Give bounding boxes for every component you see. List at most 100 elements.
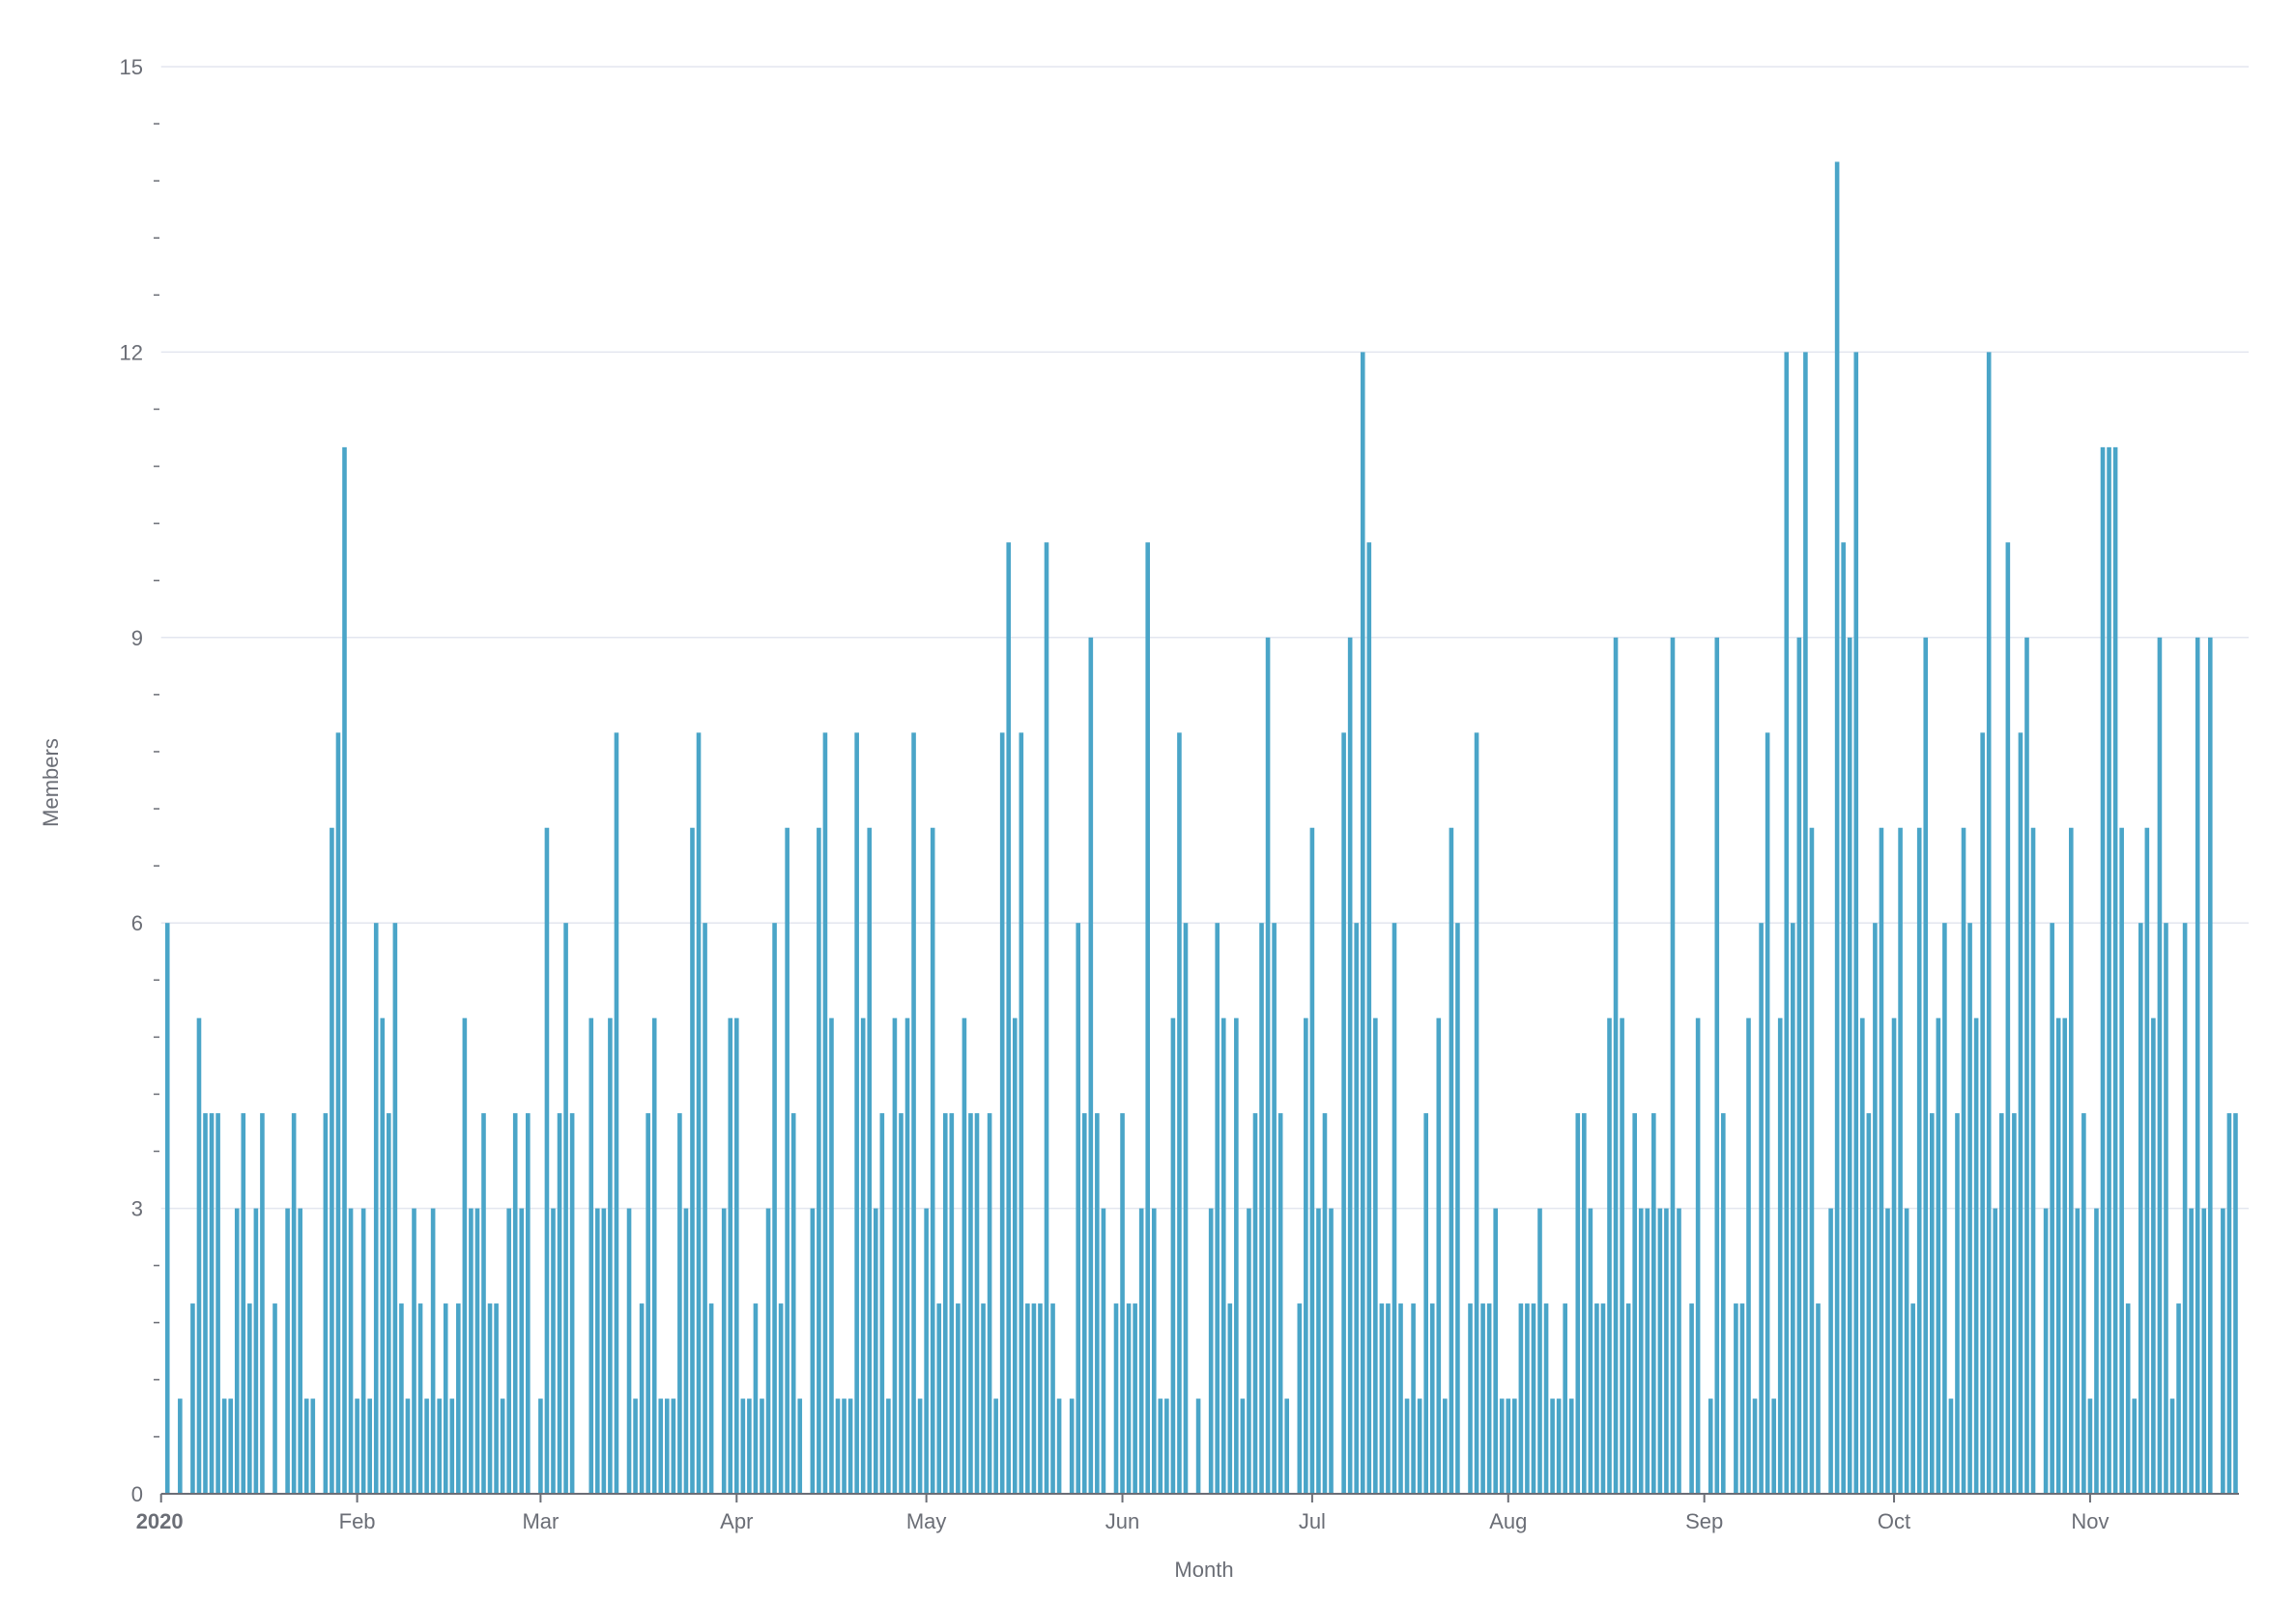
bar: [1531, 1303, 1536, 1494]
bar: [399, 1303, 404, 1494]
bar: [1879, 827, 1884, 1494]
bar: [1113, 1303, 1119, 1494]
bar: [1386, 1303, 1391, 1494]
bar: [2005, 542, 2011, 1494]
bar: [1828, 1208, 1833, 1494]
bar: [273, 1303, 277, 1494]
bar: [1714, 637, 1720, 1494]
bar: [1277, 1113, 1283, 1494]
bar: [1120, 1113, 1125, 1494]
bar: [1088, 637, 1094, 1494]
bar: [703, 923, 707, 1494]
bar: [1449, 827, 1454, 1494]
bar: [190, 1303, 195, 1494]
bar: [772, 923, 777, 1494]
bar: [1721, 1113, 1726, 1494]
bar: [348, 1208, 354, 1494]
bar: [1195, 1398, 1201, 1494]
bar: [696, 732, 702, 1494]
bar: [778, 1303, 784, 1494]
bar: [253, 1208, 259, 1494]
bar: [1777, 1017, 1783, 1494]
bar: [2144, 827, 2150, 1494]
bar: [1550, 1398, 1555, 1494]
x-axis-title: Month: [1174, 1558, 1233, 1582]
bar: [1809, 827, 1815, 1494]
bar: [1664, 1208, 1669, 1494]
bar: [1689, 1303, 1694, 1494]
bar: [1980, 732, 1985, 1494]
bar: [360, 1208, 366, 1494]
bar: [1158, 1398, 1163, 1494]
bar: [1632, 1113, 1637, 1494]
bar: [2043, 1208, 2049, 1494]
bar: [1930, 1113, 1935, 1494]
bar: [1677, 1208, 1681, 1494]
bar: [1784, 352, 1790, 1494]
bar: [481, 1113, 486, 1494]
bar: [1138, 1208, 1144, 1494]
bar: [892, 1017, 898, 1494]
bar: [1486, 1303, 1492, 1494]
bar: [797, 1398, 803, 1494]
bar: [601, 1208, 607, 1494]
bar: [2182, 923, 2188, 1494]
y-tick-label: 3: [131, 1197, 143, 1221]
bar: [1220, 1017, 1226, 1494]
bar: [2207, 637, 2213, 1494]
bar: [1803, 352, 1808, 1494]
y-axis: 0 3 6 9 12 15: [120, 55, 159, 1506]
bar: [1506, 1398, 1511, 1494]
bar: [785, 827, 789, 1494]
bar: [1177, 732, 1182, 1494]
bar: [196, 1017, 202, 1494]
bar: [1392, 923, 1397, 1494]
bar: [899, 1113, 904, 1494]
bar: [867, 827, 873, 1494]
bar: [424, 1398, 429, 1494]
y-tick-label: 15: [120, 55, 143, 79]
bar: [1398, 1303, 1403, 1494]
bar: [1373, 1017, 1378, 1494]
gridlines: [160, 66, 2249, 1210]
bar: [2157, 637, 2163, 1494]
bar: [285, 1208, 290, 1494]
bar: [930, 827, 935, 1494]
bar: [2094, 1208, 2099, 1494]
bar: [690, 827, 695, 1494]
bar: [993, 1398, 998, 1494]
bar: [1493, 1208, 1498, 1494]
bar: [829, 1017, 834, 1494]
bar: [247, 1303, 252, 1494]
bar: [1183, 923, 1189, 1494]
bar: [443, 1303, 448, 1494]
bar: [1133, 1303, 1137, 1494]
bar: [544, 827, 550, 1494]
bar: [1847, 637, 1852, 1494]
bar: [721, 1208, 727, 1494]
bar: [1841, 542, 1846, 1494]
bar: [164, 923, 170, 1494]
bar: [728, 1017, 733, 1494]
bar: [1916, 827, 1922, 1494]
bar: [1056, 1398, 1062, 1494]
bar: [1265, 637, 1271, 1494]
y-tick-label: 12: [120, 340, 143, 364]
bar: [1645, 1208, 1650, 1494]
bar: [2132, 1398, 2138, 1494]
bar: [810, 1208, 816, 1494]
bar: [651, 1017, 657, 1494]
bar: [1259, 923, 1264, 1494]
bar: [1480, 1303, 1485, 1494]
bar: [203, 1113, 208, 1494]
bar: [392, 923, 398, 1494]
bar: [1069, 1398, 1075, 1494]
bar: [355, 1398, 359, 1494]
bar: [1404, 1398, 1410, 1494]
bar: [209, 1113, 215, 1494]
bar: [1354, 923, 1360, 1494]
bar: [417, 1303, 423, 1494]
bar: [291, 1113, 297, 1494]
bar: [1512, 1398, 1517, 1494]
